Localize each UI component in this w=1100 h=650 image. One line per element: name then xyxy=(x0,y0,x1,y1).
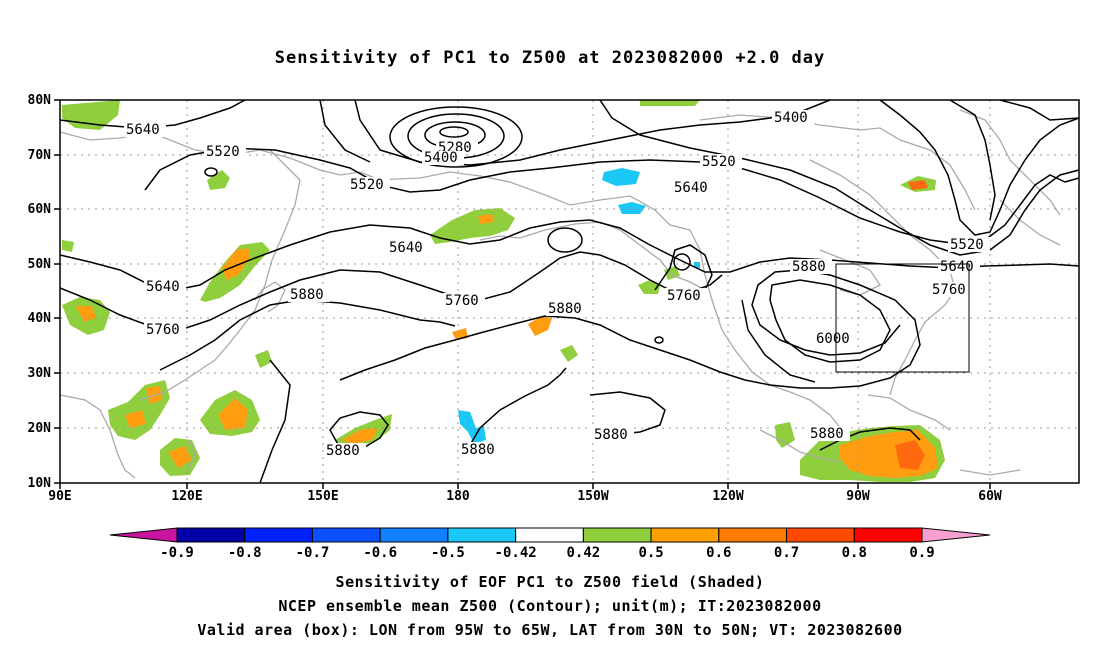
colorbar-swatch xyxy=(447,527,517,543)
contour-label: 5880 xyxy=(290,287,324,303)
contour-label: 5640 xyxy=(674,180,708,196)
contour-label: 6000 xyxy=(816,331,850,347)
colorbar-swatch xyxy=(650,527,720,543)
valid-area-box xyxy=(835,263,970,373)
lat-tick-label: 50N xyxy=(28,257,52,272)
lon-tick-label: 90W xyxy=(846,489,870,504)
contour-label: 5640 xyxy=(146,279,180,295)
colorbar-swatch xyxy=(311,527,381,543)
lon-tick-label: 120E xyxy=(171,489,202,504)
contour-label: 5520 xyxy=(350,177,384,193)
colorbar-label: 0.5 xyxy=(638,545,663,561)
contour-label: 5760 xyxy=(445,293,479,309)
contour-label: 5880 xyxy=(792,259,826,275)
colorbar-swatch xyxy=(176,527,246,543)
z500-contours xyxy=(59,99,1080,484)
contour-label: 5640 xyxy=(940,259,974,275)
colorbar-swatch xyxy=(379,527,449,543)
colorbar-label: 0.6 xyxy=(706,545,731,561)
colorbar-swatch xyxy=(853,527,923,543)
caption-shaded: Sensitivity of EOF PC1 to Z500 field (Sh… xyxy=(335,573,765,591)
contour-label: 5880 xyxy=(810,426,844,442)
colorbar-label: -0.7 xyxy=(296,545,330,561)
shaded-positive-regions xyxy=(62,100,945,482)
shaded-negative-regions xyxy=(458,168,700,444)
colorbar-swatch xyxy=(786,527,855,543)
colorbar-label: 0.9 xyxy=(909,545,934,561)
contour-label: 5880 xyxy=(548,301,582,317)
lat-tick-label: 80N xyxy=(28,93,52,108)
contour-label: 5760 xyxy=(146,322,180,338)
lon-tick-label: 180 xyxy=(446,489,470,504)
contour-label: 5400 xyxy=(774,110,808,126)
colorbar-label: 0.7 xyxy=(774,545,799,561)
lat-tick-label: 10N xyxy=(28,476,52,491)
colorbar-label: -0.9 xyxy=(160,545,194,561)
caption-valid-area: Valid area (box): LON from 95W to 65W, L… xyxy=(197,621,903,639)
contour-label: 5880 xyxy=(461,442,495,458)
lon-tick-label: 60W xyxy=(978,489,1002,504)
colorbar: -0.9 -0.8 -0.7 -0.6 -0.5 -0.42 0.42 0.5 0.6 0.7 0.… xyxy=(109,527,991,561)
lon-tick-label: 150E xyxy=(307,489,338,504)
map-title: Sensitivity of PC1 to Z500 at 2023082000… xyxy=(274,48,826,68)
lon-tick-label: 120W xyxy=(712,489,743,504)
lat-tick-label: 30N xyxy=(28,366,52,381)
contour-label: 5400 xyxy=(424,150,458,166)
contour-label: 5520 xyxy=(206,144,240,160)
colorbar-label: -0.5 xyxy=(431,545,465,561)
colorbar-left-tip xyxy=(109,527,178,543)
lat-tick-label: 70N xyxy=(28,148,52,163)
colorbar-label: -0.42 xyxy=(495,545,537,561)
colorbar-label: -0.8 xyxy=(228,545,262,561)
contour-label: 5640 xyxy=(389,240,423,256)
contour-label: 5520 xyxy=(950,237,984,253)
lat-tick-label: 20N xyxy=(28,421,52,436)
contour-label: 5640 xyxy=(126,122,160,138)
caption-contour: NCEP ensemble mean Z500 (Contour); unit(… xyxy=(278,597,822,615)
lon-tick-label: 90E xyxy=(48,489,71,504)
lat-tick-label: 60N xyxy=(28,202,52,217)
contour-label: 5760 xyxy=(667,288,701,304)
contour-label: 5760 xyxy=(932,282,966,298)
contour-labels: 5640 5520 5520 5280 5400 5400 5520 5640 … xyxy=(124,110,990,459)
axis-ticks xyxy=(54,99,991,489)
lon-axis-labels: 90E 120E 150E 180 150W 120W 90W 60W xyxy=(48,489,1002,504)
contour-label: 5880 xyxy=(326,443,360,459)
colorbar-swatch xyxy=(718,527,788,543)
colorbar-label: 0.42 xyxy=(567,545,601,561)
contour-label: 5880 xyxy=(594,427,628,443)
lat-tick-label: 40N xyxy=(28,311,52,326)
lat-axis-labels: 10N 20N 30N 40N 50N 60N 70N 80N xyxy=(28,93,52,491)
colorbar-swatch xyxy=(582,527,652,543)
colorbar-label: 0.8 xyxy=(842,545,867,561)
plot-area: 5640 5520 5520 5280 5400 5400 5520 5640 … xyxy=(59,99,1080,484)
contour-label: 5520 xyxy=(702,154,736,170)
colorbar-label: -0.6 xyxy=(363,545,397,561)
colorbar-swatch xyxy=(515,527,584,543)
lon-tick-label: 150W xyxy=(577,489,608,504)
colorbar-swatch xyxy=(244,527,313,543)
colorbar-right-tip xyxy=(921,527,991,543)
